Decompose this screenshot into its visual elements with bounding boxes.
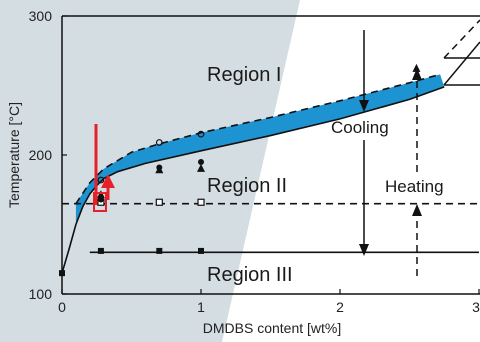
marker-filled-triangle-0	[96, 190, 105, 199]
cooling-arrow-upper	[359, 30, 369, 112]
marker-open-circle-1	[155, 139, 163, 146]
region-label-1: Region I	[207, 64, 282, 86]
y-tick-200: 200	[29, 147, 53, 163]
marker-filled-circle-2	[198, 158, 204, 165]
y-tick-100: 100	[29, 286, 53, 302]
region-label-3: Region III	[207, 264, 293, 286]
background-shade	[0, 0, 300, 342]
x-tick-2: 2	[336, 299, 344, 315]
transition-band	[75, 74, 445, 225]
marker-filled-square-0	[59, 270, 65, 277]
heating-label: Heating	[385, 177, 444, 196]
region-label-2: Region II	[207, 175, 287, 197]
marker-filled-square-3	[198, 247, 204, 254]
y-tick-300: 300	[29, 8, 53, 24]
marker-filled-circle-0	[97, 196, 104, 203]
red-box	[93, 192, 107, 212]
boundary-extension-lines	[443, 19, 480, 86]
marker-open-square-1	[155, 198, 163, 206]
series-line-1	[75, 73, 441, 205]
x-tick-3: 3	[472, 299, 480, 315]
marker-open-circle-0	[97, 176, 105, 184]
series-line-0	[61, 86, 445, 274]
heating-arrow-upper	[412, 68, 422, 172]
x-tick-1: 1	[197, 299, 205, 315]
curves-layer	[61, 73, 479, 274]
y-axis-title: Temperature [°C]	[6, 102, 22, 208]
y-ticks	[62, 15, 67, 295]
marker-filled-square-1	[97, 247, 104, 254]
x-axis-title: DMDBS content [wt%]	[203, 320, 342, 336]
cooling-label: Cooling	[331, 118, 389, 137]
red-arrow-head	[101, 174, 115, 188]
marker-open-square-2	[197, 198, 205, 206]
marker-open-circle-2	[197, 130, 205, 138]
red-highlight	[93, 124, 115, 212]
marker-filled-square-2	[156, 247, 163, 254]
x-tick-0: 0	[58, 299, 66, 315]
marker-filled-triangle-3	[412, 63, 421, 72]
markers-layer	[59, 63, 421, 277]
marker-filled-triangle-2	[197, 163, 205, 172]
heating-arrow-lower	[412, 204, 422, 276]
x-ticks	[61, 289, 480, 294]
marker-filled-circle-1	[156, 164, 163, 171]
cooling-arrow-lower	[359, 140, 369, 256]
